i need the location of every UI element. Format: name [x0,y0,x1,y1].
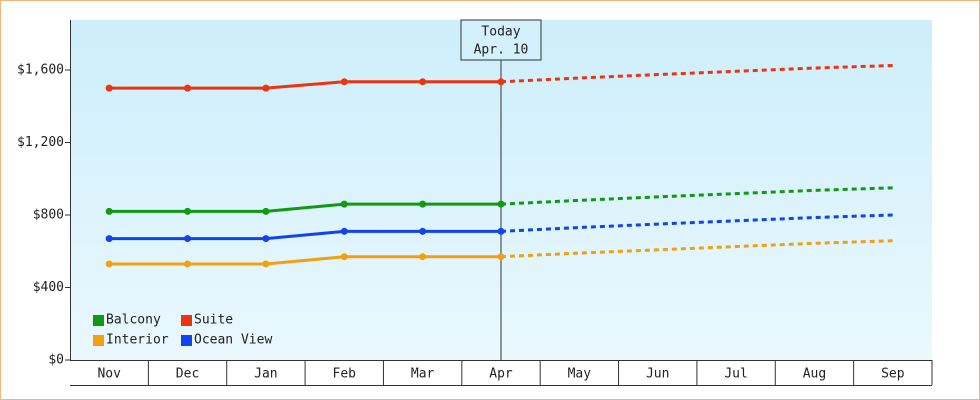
point [105,235,113,243]
point [105,260,113,268]
x-tick-label: Sep [881,367,905,382]
forecast-line [500,213,893,233]
legend-swatch [181,335,192,346]
legend-label: Suite [194,313,233,328]
history-line [109,80,501,90]
point [497,78,505,86]
legend-swatch [93,315,104,326]
point [262,84,270,92]
x-tick-label: Nov [97,367,121,382]
point [419,253,427,261]
point [340,200,348,208]
x-tick-label: Apr [489,367,513,382]
point [497,227,505,235]
point [105,84,113,92]
history-line [109,202,501,213]
point [262,235,270,243]
point [497,200,505,208]
y-tick-label: $1,600 [17,63,64,78]
point [105,207,113,215]
y-tick-label: $0 [48,353,64,368]
forecast-line [500,186,893,206]
point [184,207,192,215]
point [262,207,270,215]
legend-swatch [93,335,104,346]
history-line [109,255,501,266]
history-line [109,229,501,241]
legend-label: Balcony [106,313,161,328]
x-tick-label: Dec [176,367,199,382]
point [340,78,348,86]
x-tick-label: May [568,367,592,382]
today-label: Today [481,25,520,40]
point [184,235,192,243]
forecast-line [500,63,893,84]
today-box [460,19,542,61]
point [340,253,348,261]
x-tick-label: Aug [803,367,826,382]
y-tick-label: $1,200 [17,135,64,150]
y-tick-label: $800 [33,208,64,223]
point [340,227,348,235]
x-tick-label: Jan [254,367,277,382]
x-tick-label: Feb [333,367,357,382]
forecast-line [500,239,893,259]
point [184,84,192,92]
point [419,200,427,208]
point [262,260,270,268]
legend-label: Ocean View [194,333,272,348]
today-label: Apr. 10 [474,43,529,58]
x-tick-label: Jul [724,367,747,382]
legend-swatch [181,315,192,326]
point [419,227,427,235]
point [184,260,192,268]
legend-label: Interior [106,333,169,348]
point [419,78,427,86]
x-tick-label: Jun [646,367,669,382]
y-tick-label: $400 [33,280,64,295]
x-tick-label: Mar [411,367,435,382]
point [497,253,505,261]
